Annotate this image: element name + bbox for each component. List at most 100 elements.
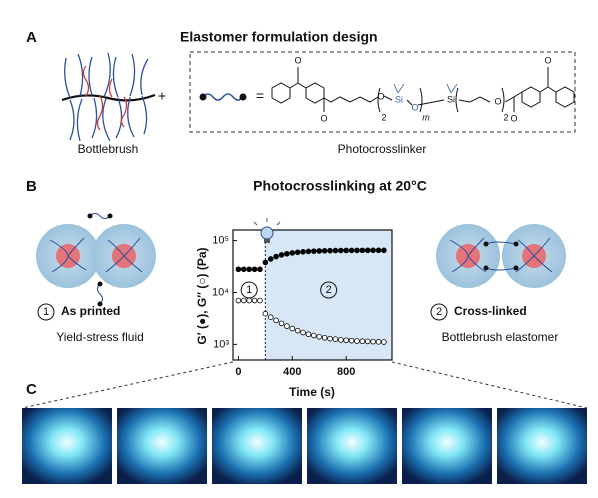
open-marker [327, 335, 333, 342]
bottlebrush-drawing [61, 52, 156, 142]
state-label: Cross-linked [454, 304, 527, 318]
state-label: As printed [61, 304, 120, 318]
subscript: 2 [381, 112, 386, 122]
photo-strip [22, 408, 587, 484]
state-caption: Yield-stress fluid [56, 330, 144, 344]
atom-label: O [544, 55, 551, 65]
filled-marker [305, 248, 312, 255]
filled-marker [311, 248, 317, 254]
lightbulb-icon [253, 218, 281, 243]
open-marker [359, 338, 366, 345]
y-tick-label: 10³ [213, 338, 229, 350]
photo [117, 408, 207, 484]
region-circle [320, 281, 338, 299]
filled-marker [257, 266, 263, 273]
filled-marker [332, 247, 339, 254]
filled-marker [354, 247, 360, 254]
filled-marker [343, 247, 349, 254]
filled-marker [375, 247, 382, 254]
subscript: 2 [503, 112, 508, 122]
filled-marker [370, 247, 376, 254]
filled-marker [240, 266, 247, 273]
open-marker [321, 334, 328, 341]
crosslinker-symbol [199, 93, 247, 101]
open-marker [343, 337, 349, 344]
state-caption: Bottlebrush elastomer [442, 330, 559, 344]
open-marker [240, 297, 247, 304]
x-tick-label: 400 [283, 366, 301, 378]
open-marker [251, 297, 258, 304]
atom-label: Si [447, 94, 455, 104]
equals-sign: = [256, 88, 264, 104]
filled-marker [273, 253, 279, 260]
atom-label: O [320, 113, 327, 123]
panel-label: C [26, 381, 37, 398]
open-marker [289, 325, 296, 332]
x-axis-title: Time (s) [289, 385, 335, 399]
open-marker [257, 297, 263, 304]
open-marker [262, 310, 269, 317]
filled-marker [359, 247, 366, 254]
open-marker [316, 333, 323, 340]
open-marker [348, 337, 355, 344]
photo [212, 408, 302, 484]
x-tick-label: 800 [337, 366, 355, 378]
filled-marker [251, 266, 258, 273]
open-marker [235, 297, 242, 304]
region-label: 2 [326, 284, 332, 296]
atom-label: O [494, 96, 501, 106]
filled-marker [262, 259, 269, 266]
open-marker [284, 323, 290, 329]
filled-marker [327, 247, 333, 254]
photo [307, 408, 397, 484]
filled-marker [348, 247, 355, 254]
y-tick-label: 10⁵ [212, 234, 229, 246]
photo [402, 408, 492, 484]
filled-marker [289, 250, 296, 256]
as-printed-drawing [36, 213, 156, 307]
open-marker [267, 314, 274, 320]
plus-sign: + [158, 88, 166, 104]
atom-label: O [294, 55, 301, 65]
step-circle [430, 303, 448, 321]
atom-label: O [510, 113, 517, 123]
filled-marker [364, 247, 371, 254]
filled-marker [316, 248, 323, 254]
filled-marker [337, 247, 344, 254]
plot-frame [232, 229, 393, 361]
atom-label: Si [395, 94, 403, 104]
open-marker [364, 338, 371, 345]
panel-title: Elastomer formulation design [180, 29, 378, 45]
open-marker [278, 320, 285, 327]
photo [497, 408, 587, 484]
open-marker [332, 336, 339, 342]
filled-marker [267, 256, 274, 262]
panel-title: Photocrosslinking at 20°C [253, 178, 427, 194]
region-label: 1 [246, 284, 252, 296]
filled-marker [246, 266, 252, 273]
filled-marker [294, 249, 301, 256]
open-marker [273, 317, 279, 324]
crosslinker-box [189, 51, 576, 133]
step-circle [37, 303, 55, 321]
filled-marker [321, 248, 328, 254]
step-number: 2 [436, 306, 442, 318]
atom-label: O [411, 102, 418, 112]
open-marker [294, 327, 301, 334]
open-marker [381, 339, 387, 345]
open-marker [311, 332, 317, 339]
open-marker [300, 329, 306, 336]
open-marker [354, 338, 360, 344]
atom-label: O [377, 91, 384, 101]
y-tick-label: 10⁴ [212, 286, 229, 298]
crosslinker-label: Photocrosslinker [338, 142, 427, 156]
filled-marker [381, 247, 387, 254]
panel-label: B [26, 178, 37, 195]
filled-marker [235, 266, 242, 273]
cross-linked-drawing [436, 224, 566, 288]
open-marker [370, 338, 376, 345]
step-number: 1 [43, 306, 49, 318]
chemical-structure [271, 67, 575, 113]
region-circle [240, 281, 258, 299]
